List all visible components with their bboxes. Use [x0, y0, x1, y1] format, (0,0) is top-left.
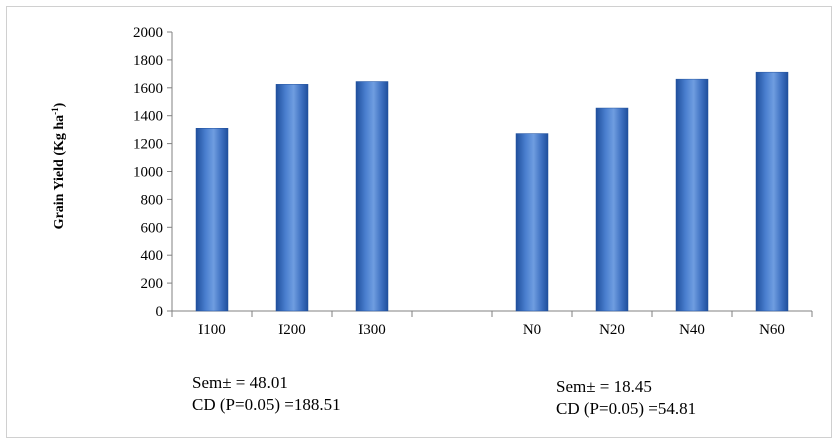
y-tick-label: 1600: [133, 81, 163, 97]
cd-irrigation: CD (P=0.05) =188.51: [192, 395, 341, 414]
bar-n40: [675, 78, 709, 312]
y-tick-label: 1400: [133, 109, 163, 125]
y-tick-label: 0: [156, 304, 164, 320]
y-tick-label: 200: [141, 276, 164, 292]
sem-irrigation: Sem± = 48.01: [192, 373, 288, 392]
y-tick-label: 1800: [133, 53, 163, 69]
x-tick-label-n40: N40: [679, 322, 705, 338]
bar-n20: [595, 107, 629, 312]
y-tick-label: 1200: [133, 137, 163, 153]
tick-labels: 0 200 400 600 800 1000 1200 1400 1600 1800 2000 I10…: [133, 25, 785, 338]
x-tick-label-n20: N20: [599, 322, 625, 338]
bar-n60: [755, 71, 789, 312]
y-tick-label: 2000: [133, 25, 163, 41]
y-tick-label: 1000: [133, 165, 163, 181]
stat-block-nitrogen: Sem± = 18.45 CD (P=0.05) =54.81: [556, 376, 696, 420]
x-tick-label-n0: N0: [523, 322, 541, 338]
x-tick-label-i100: I100: [198, 322, 226, 338]
bar-i300: [355, 81, 389, 312]
y-axis-title-main: Grain Yield (Kg ha: [52, 115, 67, 229]
y-tick-label: 600: [141, 220, 164, 236]
y-tick-label: 800: [141, 192, 164, 208]
bar-i100: [195, 128, 229, 312]
y-axis-title-superscript: -1: [50, 107, 60, 115]
y-axis-title: Grain Yield (Kg ha-1): [50, 102, 67, 229]
bars: [195, 71, 789, 312]
y-axis-title-close: ): [52, 102, 67, 107]
x-tick-label-i300: I300: [358, 322, 386, 338]
stat-block-irrigation: Sem± = 48.01 CD (P=0.05) =188.51: [192, 372, 341, 416]
y-tick-label: 400: [141, 248, 164, 264]
x-tick-label-i200: I200: [278, 322, 306, 338]
x-tick-label-n60: N60: [759, 322, 785, 338]
bar-i200: [275, 84, 309, 312]
cd-nitrogen: CD (P=0.05) =54.81: [556, 399, 697, 418]
bar-n0: [515, 133, 549, 312]
sem-nitrogen: Sem± = 18.45: [556, 377, 652, 396]
axes: [167, 31, 813, 317]
